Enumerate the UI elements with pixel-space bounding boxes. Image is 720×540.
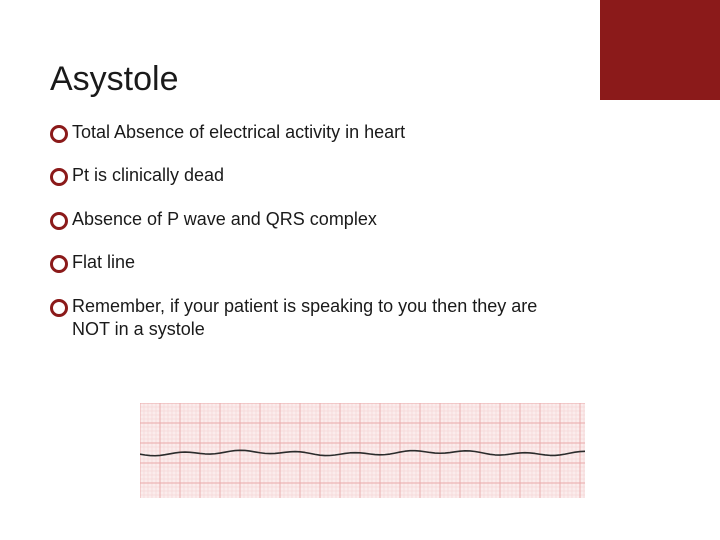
ecg-strip	[140, 403, 585, 498]
list-item: Flat line	[50, 251, 570, 274]
list-item: Remember, if your patient is speaking to…	[50, 295, 570, 342]
list-item: Absence of P wave and QRS complex	[50, 208, 570, 231]
bullet-text: Flat line	[72, 252, 135, 272]
bullet-text: Absence of P wave and QRS complex	[72, 209, 377, 229]
bullet-text: Remember, if your patient is speaking to…	[72, 296, 537, 339]
list-item: Pt is clinically dead	[50, 164, 570, 187]
bullet-text: Pt is clinically dead	[72, 165, 224, 185]
slide: Asystole Total Absence of electrical act…	[0, 0, 720, 540]
slide-title: Asystole	[50, 60, 670, 99]
bullet-text: Total Absence of electrical activity in …	[72, 122, 405, 142]
corner-accent	[600, 0, 720, 100]
ecg-chart	[140, 403, 585, 498]
list-item: Total Absence of electrical activity in …	[50, 121, 570, 144]
bullet-list: Total Absence of electrical activity in …	[50, 121, 570, 341]
